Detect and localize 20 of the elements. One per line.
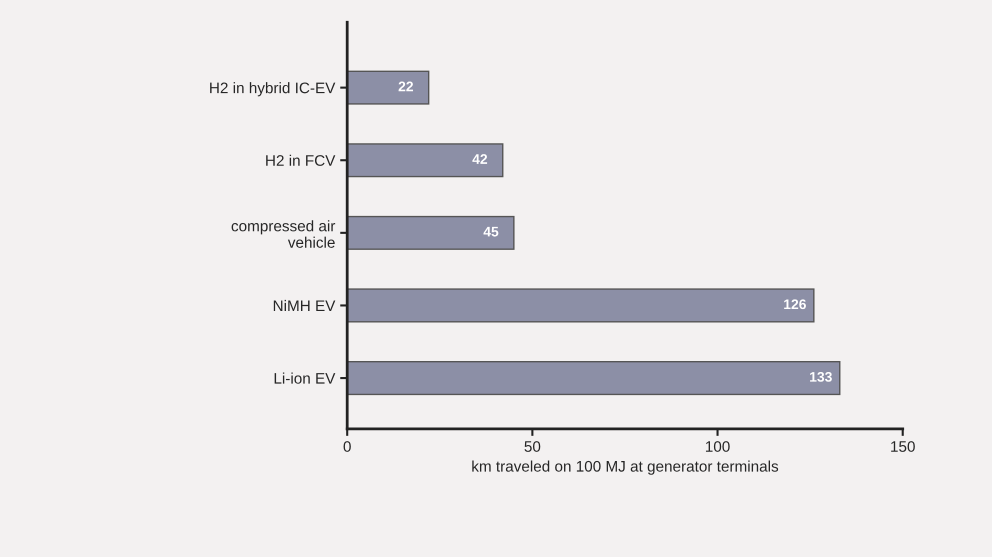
data-label: 126 (784, 299, 806, 310)
bar (347, 361, 840, 396)
data-label: 45 (484, 226, 498, 237)
data-label: 22 (398, 82, 414, 92)
x-axis-title: km traveled on 100 MJ at generator terminals (472, 460, 778, 475)
x-tick-label: 50 (524, 441, 540, 452)
y-tick-label: H2 in hybrid IC-EV (210, 82, 336, 96)
y-tick-label: NiMH EV (274, 300, 336, 311)
bar (347, 216, 515, 250)
bar (347, 70, 430, 105)
x-tick-label: 100 (706, 441, 730, 452)
y-tick-label: H2 in FCV (266, 154, 336, 166)
x-tick-label: 150 (891, 441, 915, 452)
x-tick-label: 0 (344, 441, 351, 452)
data-label: 133 (810, 372, 832, 382)
bar (347, 143, 504, 178)
y-tick-label: Li-ion EV (274, 372, 336, 384)
data-label: 42 (472, 154, 488, 164)
y-tick-label: compressed air vehicle (232, 220, 336, 248)
bar (347, 288, 815, 322)
